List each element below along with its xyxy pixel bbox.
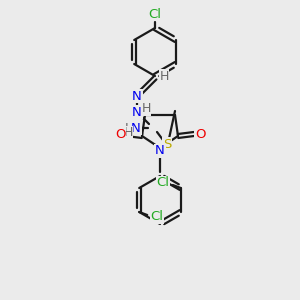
- Text: O: O: [195, 128, 205, 140]
- Text: N: N: [131, 122, 141, 134]
- Text: O: O: [115, 128, 125, 140]
- Text: H: H: [124, 122, 134, 134]
- Text: Cl: Cl: [151, 211, 164, 224]
- Text: S: S: [163, 137, 171, 151]
- Text: Cl: Cl: [148, 8, 161, 20]
- Text: H: H: [141, 103, 151, 116]
- Text: Cl: Cl: [156, 176, 169, 190]
- Text: N: N: [155, 145, 165, 158]
- Text: N: N: [132, 106, 142, 118]
- Text: H: H: [123, 127, 133, 140]
- Text: N: N: [132, 89, 142, 103]
- Text: H: H: [159, 70, 169, 83]
